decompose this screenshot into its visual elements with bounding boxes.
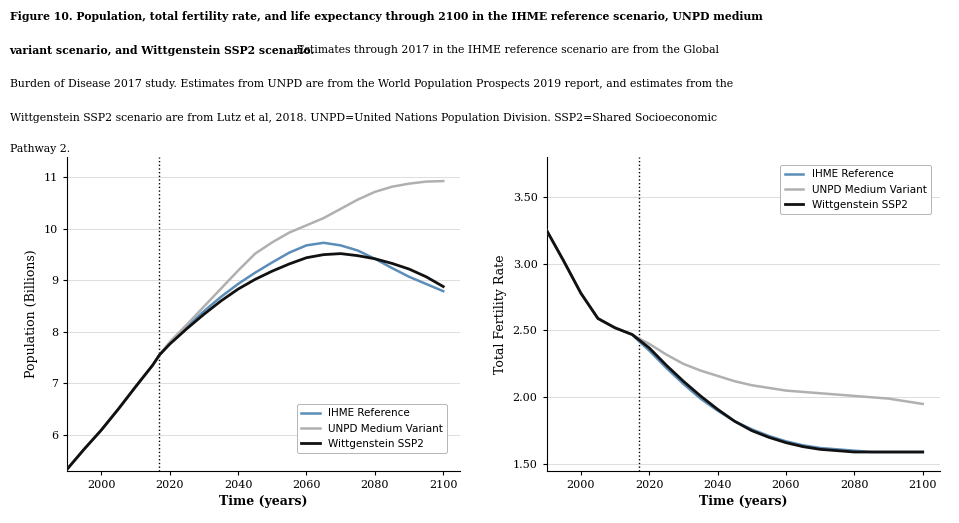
Text: Figure 10. Population, total fertility rate, and life expectancy through 2100 in: Figure 10. Population, total fertility r… <box>10 11 762 22</box>
Y-axis label: Population (Billions): Population (Billions) <box>25 249 38 378</box>
Y-axis label: Total Fertility Rate: Total Fertility Rate <box>494 254 507 373</box>
Text: Wittgenstein SSP2 scenario are from Lutz et al, 2018. UNPD=United Nations Popula: Wittgenstein SSP2 scenario are from Lutz… <box>10 112 716 122</box>
X-axis label: Time (years): Time (years) <box>699 495 787 508</box>
Text: Burden of Disease 2017 study. Estimates from UNPD are from the World Population : Burden of Disease 2017 study. Estimates … <box>10 78 733 89</box>
X-axis label: Time (years): Time (years) <box>220 495 308 508</box>
Legend: IHME Reference, UNPD Medium Variant, Wittgenstein SSP2: IHME Reference, UNPD Medium Variant, Wit… <box>781 165 930 214</box>
Text: Estimates through 2017 in the IHME reference scenario are from the Global: Estimates through 2017 in the IHME refer… <box>293 45 719 55</box>
Text: variant scenario, and Wittgenstein SSP2 scenario.: variant scenario, and Wittgenstein SSP2 … <box>10 45 315 56</box>
Text: Pathway 2.: Pathway 2. <box>10 144 70 154</box>
Legend: IHME Reference, UNPD Medium Variant, Wittgenstein SSP2: IHME Reference, UNPD Medium Variant, Wit… <box>297 404 447 453</box>
